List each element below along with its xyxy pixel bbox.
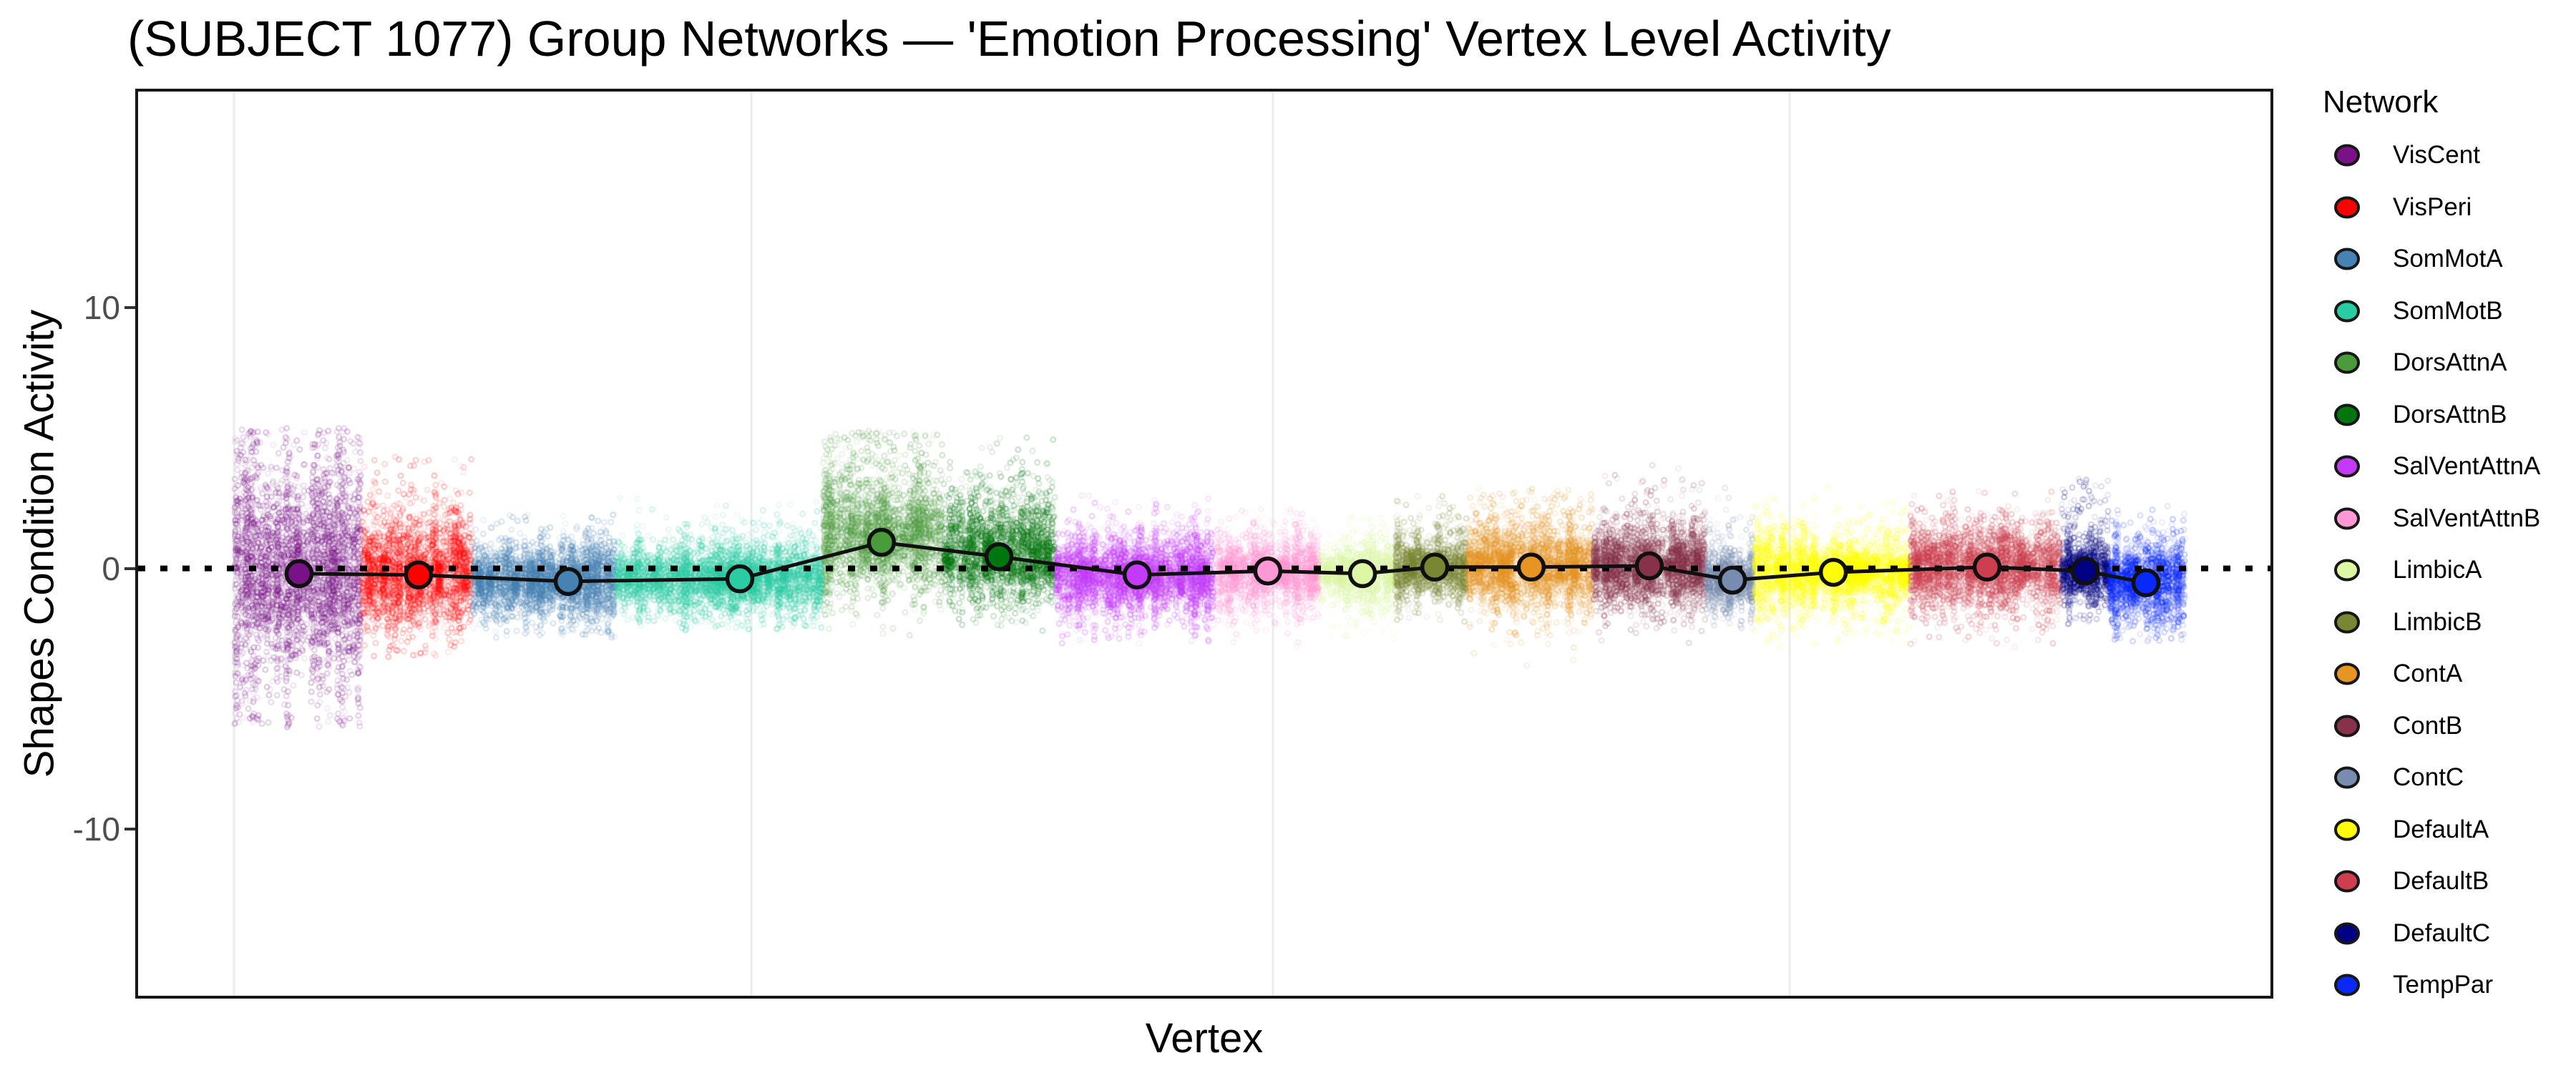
legend-label: SomMotB xyxy=(2393,296,2503,325)
legend-label: DorsAttnB xyxy=(2393,400,2507,428)
legend-label: VisCent xyxy=(2393,141,2480,169)
legend-color-swatch-SomMotA xyxy=(2334,248,2360,270)
legend-color-swatch-DefaultC xyxy=(2334,922,2360,944)
mean-marker-VisPeri xyxy=(404,560,434,589)
legend-item-ContC: ContC xyxy=(2324,758,2464,798)
mean-marker-DorsAttnB xyxy=(984,542,1014,572)
legend-color-swatch-VisCent xyxy=(2334,144,2360,167)
mean-marker-DefaultC xyxy=(2070,556,2100,586)
mean-line-overlay xyxy=(138,527,2270,597)
legend-label: ContA xyxy=(2393,660,2463,687)
legend-item-SalVentAttnA: SalVentAttnA xyxy=(2324,446,2540,486)
plot-area xyxy=(135,89,2273,999)
legend-color-swatch-SalVentAttnA xyxy=(2334,455,2360,478)
mean-marker-SomMotB xyxy=(725,564,755,594)
legend-label: DefaultB xyxy=(2393,867,2489,895)
mean-marker-SalVentAttnB xyxy=(1253,556,1283,586)
legend-label: SalVentAttnB xyxy=(2393,504,2541,532)
legend-label: VisPeri xyxy=(2393,192,2472,221)
legend-color-swatch-DorsAttnA xyxy=(2334,351,2360,374)
mean-marker-DefaultA xyxy=(1818,557,1848,587)
legend-label: LimbicA xyxy=(2393,556,2482,584)
legend-color-swatch-ContB xyxy=(2334,715,2360,737)
y-tick-mark xyxy=(125,827,137,831)
legend-item-DefaultC: DefaultC xyxy=(2324,913,2490,954)
mean-marker-ContA xyxy=(1516,552,1546,582)
legend-item-DorsAttnB: DorsAttnB xyxy=(2324,395,2507,435)
legend-item-SalVentAttnB: SalVentAttnB xyxy=(2324,499,2540,539)
legend-item-VisPeri: VisPeri xyxy=(2324,187,2472,227)
legend-item-TempPar: TempPar xyxy=(2324,965,2493,1005)
y-tick-label-0: 0 xyxy=(102,549,120,587)
legend-color-swatch-TempPar xyxy=(2334,974,2360,996)
y-tick-label--10: -10 xyxy=(72,810,120,848)
legend-label: DefaultC xyxy=(2393,918,2491,947)
mean-marker-VisCent xyxy=(284,559,314,589)
y-tick-mark xyxy=(125,567,137,570)
mean-marker-SomMotA xyxy=(553,567,583,597)
legend-label: DorsAttnA xyxy=(2393,348,2507,376)
mean-marker-SalVentAttnA xyxy=(1122,560,1152,589)
legend-label: TempPar xyxy=(2393,971,2494,999)
legend-item-DefaultB: DefaultB xyxy=(2324,861,2489,901)
legend-label: DefaultA xyxy=(2393,815,2489,843)
legend-item-LimbicB: LimbicB xyxy=(2324,602,2482,642)
legend-color-swatch-DorsAttnB xyxy=(2334,403,2360,426)
mean-marker-LimbicA xyxy=(1347,559,1377,589)
scatter-points-canvas xyxy=(138,92,2270,996)
legend-item-LimbicA: LimbicA xyxy=(2324,550,2482,590)
mean-marker-ContB xyxy=(1634,551,1664,581)
x-axis-title: Vertex xyxy=(1145,1015,1264,1062)
y-tick-label-10: 10 xyxy=(83,289,120,327)
legend-label: SomMotA xyxy=(2393,245,2503,273)
legend-item-VisCent: VisCent xyxy=(2324,135,2480,175)
legend-color-swatch-LimbicA xyxy=(2334,559,2360,582)
legend-item-DorsAttnA: DorsAttnA xyxy=(2324,343,2507,383)
legend-color-swatch-VisPeri xyxy=(2334,196,2360,218)
legend: Network VisCent VisPeri SomMotA SomMotB Dors… xyxy=(2323,0,2576,1073)
y-axis-title: Shapes Condition Activity xyxy=(16,309,63,778)
legend-color-swatch-DefaultB xyxy=(2334,870,2360,893)
legend-label: ContC xyxy=(2393,763,2464,791)
legend-item-SomMotB: SomMotB xyxy=(2324,291,2503,331)
legend-color-swatch-SalVentAttnB xyxy=(2334,507,2360,529)
legend-color-swatch-DefaultA xyxy=(2334,818,2360,841)
mean-marker-DefaultB xyxy=(1972,552,2002,582)
legend-item-ContA: ContA xyxy=(2324,654,2462,694)
legend-item-SomMotA: SomMotA xyxy=(2324,239,2503,279)
mean-marker-TempPar xyxy=(2131,568,2161,597)
mean-marker-LimbicB xyxy=(1420,552,1450,582)
legend-color-swatch-ContA xyxy=(2334,662,2360,685)
y-tick-mark xyxy=(125,306,137,310)
chart-title: (SUBJECT 1077) Group Networks — 'Emotion… xyxy=(127,11,1891,67)
legend-label: SalVentAttnA xyxy=(2393,452,2541,480)
legend-item-ContB: ContB xyxy=(2324,706,2462,746)
legend-color-swatch-LimbicB xyxy=(2334,611,2360,633)
legend-label: ContB xyxy=(2393,711,2463,740)
legend-item-DefaultA: DefaultA xyxy=(2324,810,2489,850)
mean-marker-DorsAttnA xyxy=(867,527,897,557)
legend-color-swatch-SomMotB xyxy=(2334,300,2360,322)
mean-marker-ContC xyxy=(1717,565,1747,595)
legend-title: Network xyxy=(2323,84,2439,119)
legend-color-swatch-ContC xyxy=(2334,766,2360,789)
legend-label: LimbicB xyxy=(2393,607,2482,636)
